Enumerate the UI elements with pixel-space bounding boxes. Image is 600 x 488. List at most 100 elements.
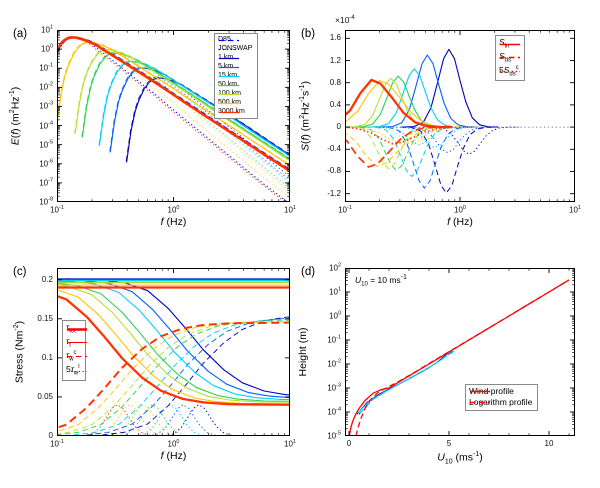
- legend-line-sample: [219, 75, 239, 77]
- x-tick-label: 0: [346, 439, 352, 448]
- x-tick-label: 10-1: [50, 205, 64, 215]
- y-tick-label: 101: [41, 24, 53, 35]
- series-5 km-tau-wc: [57, 317, 290, 436]
- y-tick-label: -1.2: [327, 188, 341, 198]
- legend-entry: 3000 km: [218, 108, 252, 116]
- x-tick-label: 101: [284, 205, 296, 215]
- series-50 km-dash: [81, 51, 290, 160]
- legend-label: Wind profile: [469, 386, 514, 396]
- legend-entry: 5Sdsc: [499, 65, 520, 78]
- annotation-d: U10 = 10 ms-1: [355, 273, 407, 288]
- series-500 km-Sin: [345, 79, 461, 128]
- legend-label: Sin: [499, 37, 510, 50]
- legend-line-sample: [219, 111, 239, 114]
- legend-line-sample: [470, 391, 490, 393]
- panel-d-plot: [345, 268, 575, 436]
- series-100 km-Sin: [345, 77, 441, 128]
- series-3000 km-Sdsc: [345, 126, 474, 145]
- legend-entry: Sds: [499, 51, 520, 65]
- panel-b-plot: [345, 30, 575, 202]
- legend-entry: JONSWAP: [218, 45, 252, 53]
- series-wave-profile-15km-solid: [357, 351, 452, 414]
- series-500 km-Sdsc: [345, 126, 481, 144]
- legend-b: Sin Sds 5Sdsc: [495, 35, 525, 82]
- legend-entry: 1 km: [218, 54, 252, 62]
- legend-label: τt: [66, 335, 71, 349]
- series-50 km-spectrum: [81, 52, 290, 161]
- y-tick-label: 1.6: [329, 33, 341, 43]
- x-axis-label-d: U10 (ms-1): [437, 451, 483, 466]
- x-axis-label-b: f (Hz): [447, 216, 473, 228]
- series-15 km-dash: [98, 60, 290, 157]
- y-tick-label: 0: [48, 431, 53, 440]
- y-tick-label: 0.1: [41, 352, 53, 362]
- x-tick-label: 10-1: [50, 439, 64, 449]
- x-tick-label: 5: [446, 439, 452, 448]
- series-500 km-tau-t: [57, 289, 290, 405]
- legend-d: Wind profile Logarithm profile: [465, 384, 539, 411]
- y-tick-label: 1.2: [329, 55, 341, 65]
- series-3000 km-Sds: [345, 126, 449, 168]
- y-tick-label: 0.15: [37, 313, 53, 323]
- series-3000 km-Sin: [345, 78, 452, 129]
- series-15 km-Sds: [365, 126, 462, 177]
- x-tick-label: 10: [544, 439, 554, 448]
- series-500 km-spectrum: [57, 41, 290, 167]
- y-tick-label: 10-4: [327, 406, 341, 417]
- y-tick-label: 102: [329, 262, 341, 273]
- series-wind-profile: [348, 279, 570, 436]
- legend-label: 5τwl: [66, 364, 80, 377]
- y-axis-multiplier-b: ×10-4: [335, 15, 355, 25]
- legend-line-sample: [219, 93, 239, 95]
- panel-c-plot: [57, 268, 290, 436]
- legend-line-sample: [67, 370, 87, 372]
- legend-entry: 50 km: [218, 81, 252, 89]
- legend-entry: 500 km: [218, 99, 252, 107]
- panel-tag-d: (d): [301, 266, 316, 278]
- y-tick-label: 10-2: [327, 358, 341, 369]
- series-wave-profile-1km-solid: [356, 351, 450, 415]
- series-15 km-tau-t: [57, 280, 290, 401]
- series-15 km-tau-wc: [57, 318, 290, 436]
- series-15 km-Sdsc: [388, 126, 485, 149]
- x-tick-label: 100: [167, 205, 180, 215]
- x-axis-label-a: f (Hz): [160, 216, 187, 228]
- legend-line-sample: [219, 57, 239, 59]
- y-tick-label: 0: [336, 122, 341, 132]
- y-axis-label-d: Height (m): [296, 327, 309, 377]
- series-1 km-tau-wc: [66, 316, 290, 436]
- legend-line-sample: [67, 356, 87, 358]
- legend-label: τwc: [66, 349, 77, 363]
- panel-tag-c: (c): [13, 266, 27, 278]
- series-50 km-Sds: [350, 126, 447, 171]
- series-1 km-tau-t: [66, 278, 290, 396]
- legend-entry: Wind profile: [469, 386, 532, 397]
- legend-line-sample: [500, 43, 520, 45]
- legend-line-sample: [219, 39, 239, 41]
- series-5 km-spectrum: [109, 67, 290, 157]
- axes-frame: [345, 30, 575, 202]
- series-5 km-Sin: [381, 54, 477, 128]
- y-tick-label: 0.2: [41, 274, 53, 284]
- legend-entry: 100 km: [218, 90, 252, 98]
- x-tick-label: 100: [167, 439, 180, 449]
- series-3000 km-tau-t: [57, 294, 290, 406]
- legend-entry: Sin: [499, 37, 520, 51]
- y-tick-label: 10-8: [39, 196, 53, 207]
- series-5 km-tau-t: [57, 279, 290, 399]
- y-tick-label: 101: [329, 286, 341, 297]
- series-15 km-spectrum: [98, 60, 290, 158]
- series-logarithm-profile: [355, 279, 570, 436]
- legend-line-sample: [219, 102, 239, 104]
- y-tick-label: -0.4: [327, 144, 341, 154]
- legend-entry: Logarithm profile: [469, 397, 532, 408]
- legend-entry: 5τwl: [66, 364, 87, 377]
- y-tick-label: 0.8: [329, 77, 341, 87]
- y-axis-label-b: S(f) (m2Hz-1s-1): [299, 80, 312, 152]
- y-tick-label: 100: [329, 310, 341, 321]
- axes-frame: [345, 268, 575, 436]
- legend-entry: 15 km: [218, 72, 252, 80]
- series-3000 km-spectrum: [57, 36, 290, 173]
- series-5 km-dot: [109, 67, 290, 181]
